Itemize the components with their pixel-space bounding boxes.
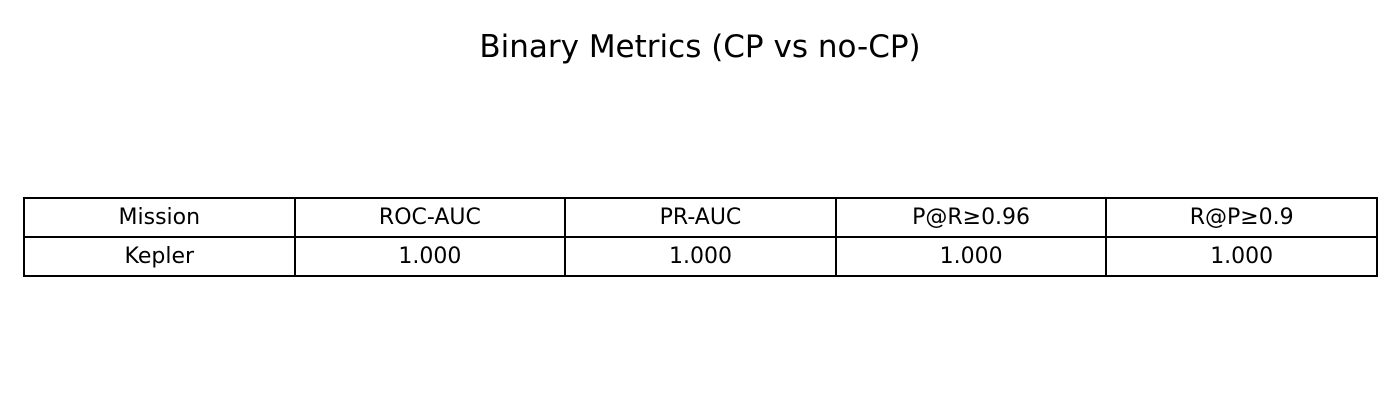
metrics-table: Mission ROC-AUC PR-AUC P@R≥0.96 R@P≥0.9 … bbox=[23, 197, 1378, 277]
header-cell-roc-auc: ROC-AUC bbox=[293, 197, 567, 238]
header-cell-mission: Mission bbox=[23, 197, 296, 238]
table-cell-mission: Kepler bbox=[23, 236, 296, 277]
header-cell-recall-at-precision: R@P≥0.9 bbox=[1105, 197, 1378, 238]
table-row: Kepler 1.000 1.000 1.000 1.000 bbox=[23, 236, 1378, 277]
table-cell-recall-at-precision: 1.000 bbox=[1105, 236, 1378, 277]
table-header-row: Mission ROC-AUC PR-AUC P@R≥0.96 R@P≥0.9 bbox=[23, 197, 1378, 238]
table-cell-pr-auc: 1.000 bbox=[564, 236, 837, 277]
table-cell-precision-at-recall: 1.000 bbox=[834, 236, 1108, 277]
table-cell-roc-auc: 1.000 bbox=[293, 236, 567, 277]
header-cell-pr-auc: PR-AUC bbox=[564, 197, 837, 238]
chart-title: Binary Metrics (CP vs no-CP) bbox=[479, 29, 921, 65]
header-cell-precision-at-recall: P@R≥0.96 bbox=[834, 197, 1108, 238]
